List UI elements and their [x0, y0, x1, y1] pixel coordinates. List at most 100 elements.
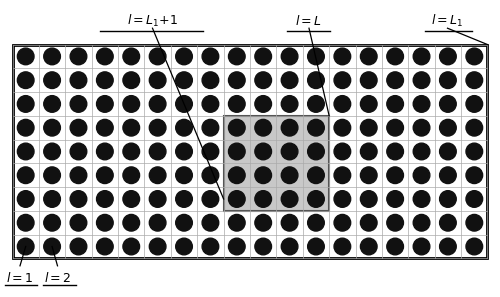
Circle shape: [466, 214, 482, 231]
Circle shape: [334, 191, 350, 207]
Circle shape: [466, 191, 482, 207]
Circle shape: [150, 214, 166, 231]
Circle shape: [202, 191, 218, 207]
Circle shape: [440, 191, 456, 207]
Circle shape: [440, 143, 456, 160]
Circle shape: [255, 143, 272, 160]
Circle shape: [202, 48, 218, 65]
Circle shape: [150, 96, 166, 112]
Circle shape: [202, 167, 218, 184]
Circle shape: [413, 143, 430, 160]
Circle shape: [360, 96, 377, 112]
Circle shape: [413, 119, 430, 136]
Circle shape: [387, 191, 404, 207]
Circle shape: [282, 48, 298, 65]
Circle shape: [282, 143, 298, 160]
Circle shape: [308, 96, 324, 112]
Circle shape: [96, 119, 113, 136]
Circle shape: [176, 119, 192, 136]
Circle shape: [334, 48, 350, 65]
Circle shape: [176, 238, 192, 255]
Circle shape: [123, 191, 140, 207]
Circle shape: [202, 72, 218, 89]
Circle shape: [202, 214, 218, 231]
Circle shape: [228, 48, 245, 65]
Circle shape: [44, 72, 60, 89]
Circle shape: [123, 143, 140, 160]
Circle shape: [228, 238, 245, 255]
Circle shape: [440, 119, 456, 136]
Circle shape: [387, 72, 404, 89]
Text: $\mathit{l}$$=1$: $\mathit{l}$$=1$: [6, 271, 34, 285]
Circle shape: [18, 119, 34, 136]
Circle shape: [255, 191, 272, 207]
Circle shape: [282, 191, 298, 207]
Circle shape: [308, 143, 324, 160]
Circle shape: [228, 143, 245, 160]
Circle shape: [308, 191, 324, 207]
Circle shape: [413, 96, 430, 112]
Circle shape: [176, 214, 192, 231]
Circle shape: [360, 167, 377, 184]
Circle shape: [387, 214, 404, 231]
Circle shape: [466, 238, 482, 255]
Circle shape: [308, 214, 324, 231]
Circle shape: [70, 96, 87, 112]
Circle shape: [255, 119, 272, 136]
Circle shape: [282, 96, 298, 112]
Bar: [12, 45, 488, 258]
Circle shape: [466, 143, 482, 160]
Circle shape: [202, 96, 218, 112]
Circle shape: [334, 143, 350, 160]
Circle shape: [228, 96, 245, 112]
Circle shape: [255, 238, 272, 255]
Circle shape: [413, 72, 430, 89]
Circle shape: [334, 238, 350, 255]
Circle shape: [176, 48, 192, 65]
Circle shape: [176, 167, 192, 184]
Circle shape: [96, 238, 113, 255]
Circle shape: [282, 119, 298, 136]
Circle shape: [123, 238, 140, 255]
Circle shape: [466, 119, 482, 136]
Circle shape: [176, 72, 192, 89]
Circle shape: [360, 72, 377, 89]
Circle shape: [466, 96, 482, 112]
Circle shape: [123, 167, 140, 184]
Circle shape: [150, 143, 166, 160]
Circle shape: [440, 238, 456, 255]
Circle shape: [70, 72, 87, 89]
Circle shape: [334, 72, 350, 89]
Circle shape: [70, 48, 87, 65]
Circle shape: [387, 167, 404, 184]
Circle shape: [466, 72, 482, 89]
Circle shape: [413, 191, 430, 207]
Circle shape: [440, 48, 456, 65]
Circle shape: [440, 167, 456, 184]
Circle shape: [228, 72, 245, 89]
Circle shape: [70, 214, 87, 231]
Circle shape: [282, 214, 298, 231]
Circle shape: [334, 119, 350, 136]
Circle shape: [308, 72, 324, 89]
Circle shape: [255, 96, 272, 112]
Circle shape: [413, 238, 430, 255]
Circle shape: [413, 214, 430, 231]
Circle shape: [18, 143, 34, 160]
Circle shape: [18, 214, 34, 231]
Circle shape: [440, 214, 456, 231]
Circle shape: [44, 143, 60, 160]
Circle shape: [360, 119, 377, 136]
Circle shape: [96, 143, 113, 160]
Circle shape: [44, 214, 60, 231]
Text: $\mathit{l}$$=$$L$: $\mathit{l}$$=$$L$: [296, 14, 322, 28]
Circle shape: [96, 191, 113, 207]
Circle shape: [282, 167, 298, 184]
Circle shape: [150, 119, 166, 136]
Circle shape: [70, 119, 87, 136]
Circle shape: [334, 167, 350, 184]
Circle shape: [360, 191, 377, 207]
Circle shape: [440, 96, 456, 112]
Circle shape: [282, 238, 298, 255]
Circle shape: [308, 238, 324, 255]
